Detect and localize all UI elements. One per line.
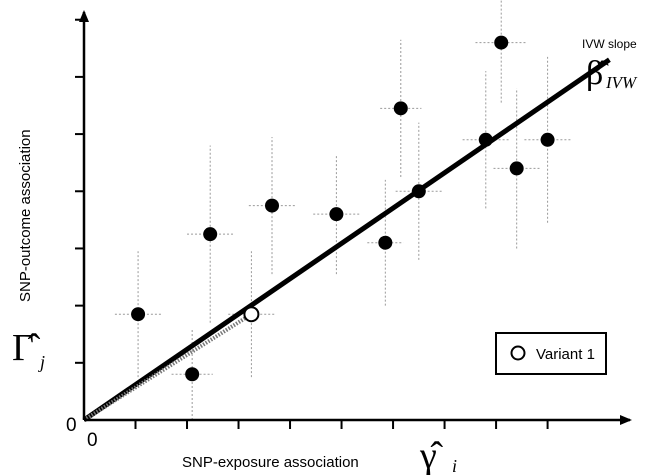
ivw-beta-subscript: IVW [605,73,638,92]
ivw-slope-label: IVW slope [582,37,637,51]
data-point-3 [203,227,217,241]
data-point-9 [479,133,493,147]
legend: Variant 1 [496,333,606,374]
data-point-8 [412,184,426,198]
data-point-7 [394,101,408,115]
data-point-1 [131,307,145,321]
data-point-2 [185,367,199,381]
data-point-10 [494,36,508,50]
y-axis-symbol: Γ̂ [12,327,41,369]
legend-label-variant-1: Variant 1 [536,346,595,363]
data-point-11 [510,161,524,175]
data-point-4 [265,199,279,213]
variant-1-point [244,307,258,321]
data-point-5 [329,207,343,221]
variant-ratio-line [84,314,251,420]
y-axis-subscript: j [38,352,45,372]
data-point-12 [541,133,555,147]
data-points-layer [131,36,555,382]
legend-open-circle-icon [512,347,525,360]
y-origin-label: 0 [66,415,77,436]
x-axis-subscript: i [452,456,457,475]
x-axis-symbol: γ̂ [419,435,444,475]
ticks-layer [75,20,548,429]
data-point-6 [378,236,392,250]
x-axis-label: SNP-exposure association [182,454,359,471]
y-axis-label: SNP-outcome association [17,129,34,302]
x-origin-label: 0 [87,430,98,451]
